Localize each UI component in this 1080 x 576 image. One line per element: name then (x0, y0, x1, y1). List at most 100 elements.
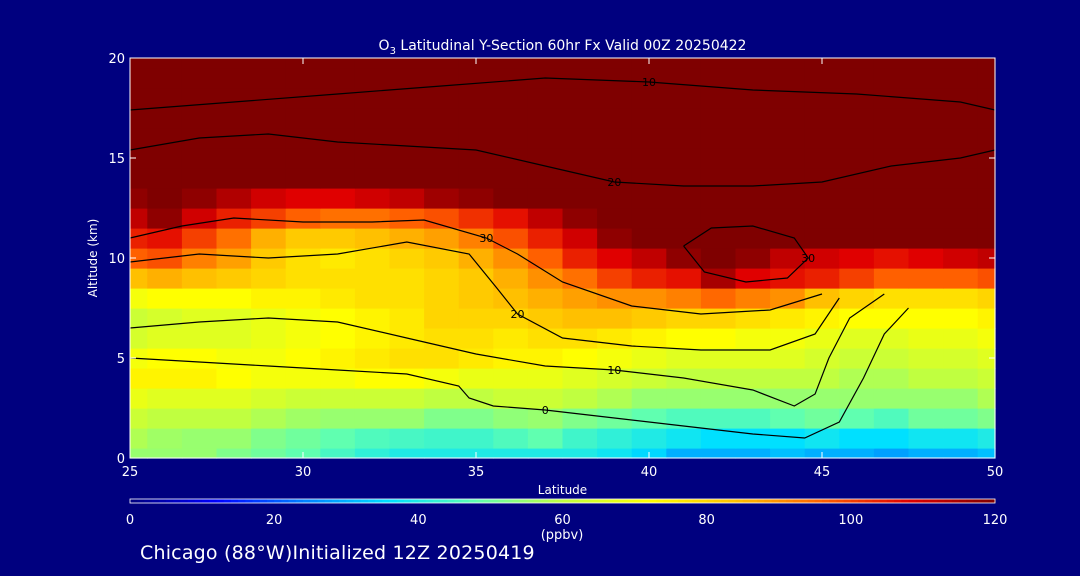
heatmap-cell (700, 428, 737, 449)
heatmap-cell (251, 58, 287, 69)
heatmap-cell (908, 288, 944, 309)
heatmap-cell (147, 368, 183, 389)
heatmap-cell (285, 208, 321, 229)
heatmap-cell (216, 448, 252, 459)
heatmap-cell (130, 128, 148, 149)
heatmap-cell (839, 308, 875, 329)
heatmap-cell (216, 188, 252, 209)
heatmap-cell (354, 328, 391, 349)
colorbar-segment (360, 499, 369, 503)
colorbar-segment (288, 499, 297, 503)
heatmap-cell (873, 348, 910, 369)
colorbar-segment (858, 499, 866, 503)
heatmap-cell (562, 288, 598, 309)
heatmap-cell (354, 128, 391, 149)
heatmap-cell (216, 408, 252, 429)
heatmap-cell (562, 348, 598, 369)
heatmap-cell (285, 288, 321, 309)
colorbar-segment (331, 499, 340, 503)
heatmap-cell (458, 148, 494, 169)
heatmap-cell (527, 368, 564, 389)
heatmap-cell (251, 188, 287, 209)
colorbar-segment (706, 499, 715, 503)
heatmap-cell (216, 368, 252, 389)
x-tick-label: 40 (641, 465, 658, 480)
colorbar-segment (807, 499, 816, 503)
heatmap-cell (908, 58, 944, 69)
colorbar-segment (728, 499, 737, 503)
heatmap-cell (251, 288, 287, 309)
heatmap-cell (977, 228, 996, 249)
heatmap-cell (735, 328, 771, 349)
colorbar-segment (353, 499, 362, 503)
contour-label: 10 (642, 76, 656, 89)
heatmap-cell (320, 308, 356, 329)
heatmap-cell (251, 408, 287, 429)
heatmap-cell (666, 428, 702, 449)
heatmap-cell (147, 228, 183, 249)
x-tick-label: 50 (987, 465, 1004, 480)
heatmap-cell (424, 148, 460, 169)
axis-ticks: 25 30 35 40 45 50 0 5 10 15 20 (108, 52, 1003, 480)
heatmap-cell (389, 148, 425, 169)
colorbar-tick-label: 0 (126, 513, 134, 528)
heatmap-cell (130, 228, 148, 249)
heatmap-cell (873, 328, 910, 349)
colorbar-segment (612, 499, 621, 503)
heatmap-cell (285, 88, 321, 109)
heatmap-cell (908, 408, 944, 429)
heatmap-cell (130, 268, 148, 289)
colorbar-segment (749, 499, 758, 503)
heatmap-cell (666, 208, 702, 229)
heatmap-cell (181, 58, 218, 69)
heatmap-cell (527, 108, 564, 129)
colorbar-segment (656, 499, 665, 503)
heatmap-cell (354, 228, 391, 249)
heatmap-cell (458, 368, 494, 389)
heatmap-cell (666, 288, 702, 309)
colorbar-segment (785, 499, 794, 503)
heatmap-cell (493, 58, 529, 69)
heatmap-cell (181, 228, 218, 249)
heatmap-cell (354, 268, 391, 289)
colorbar-tick-label: 120 (983, 513, 1008, 528)
heatmap-cell (493, 208, 529, 229)
heatmap-cell (735, 188, 771, 209)
heatmap-cell (770, 148, 806, 169)
heatmap-cell (216, 168, 252, 189)
heatmap-cell (493, 248, 529, 269)
heatmap-cell (666, 268, 702, 289)
heatmap-cell (320, 188, 356, 209)
heatmap-cell (597, 168, 633, 189)
heatmap-cell (424, 228, 460, 249)
heatmap-cell (770, 448, 806, 459)
colorbar-segment (886, 499, 895, 503)
heatmap-cell (458, 388, 494, 409)
heatmap-cell (597, 428, 633, 449)
heatmap-cell (216, 148, 252, 169)
colorbar-segment (411, 499, 419, 503)
colorbar-segment (598, 499, 607, 503)
heatmap-cell (130, 368, 148, 389)
heatmap-cell (251, 168, 287, 189)
colorbar-frame (129, 498, 996, 504)
heatmap-cell (908, 168, 944, 189)
heatmap-cell (181, 208, 218, 229)
heatmap-cell (130, 408, 148, 429)
heatmap-cell (839, 88, 875, 109)
heatmap-cell (424, 288, 460, 309)
heatmap-cell (873, 388, 910, 409)
heatmap-cell (839, 208, 875, 229)
colorbar-segment (922, 499, 931, 503)
heatmap-cell (389, 428, 425, 449)
heatmap-cell (943, 328, 979, 349)
heatmap-cell (354, 68, 391, 89)
heatmap-cell (977, 428, 996, 449)
colorbar-segment (194, 499, 203, 503)
heatmap-cell (424, 188, 460, 209)
heatmap-cell (389, 58, 425, 69)
heatmap-cell (389, 68, 425, 89)
heatmap-cell (943, 88, 979, 109)
heatmap-cell (977, 368, 996, 389)
heatmap-cell (908, 348, 944, 369)
